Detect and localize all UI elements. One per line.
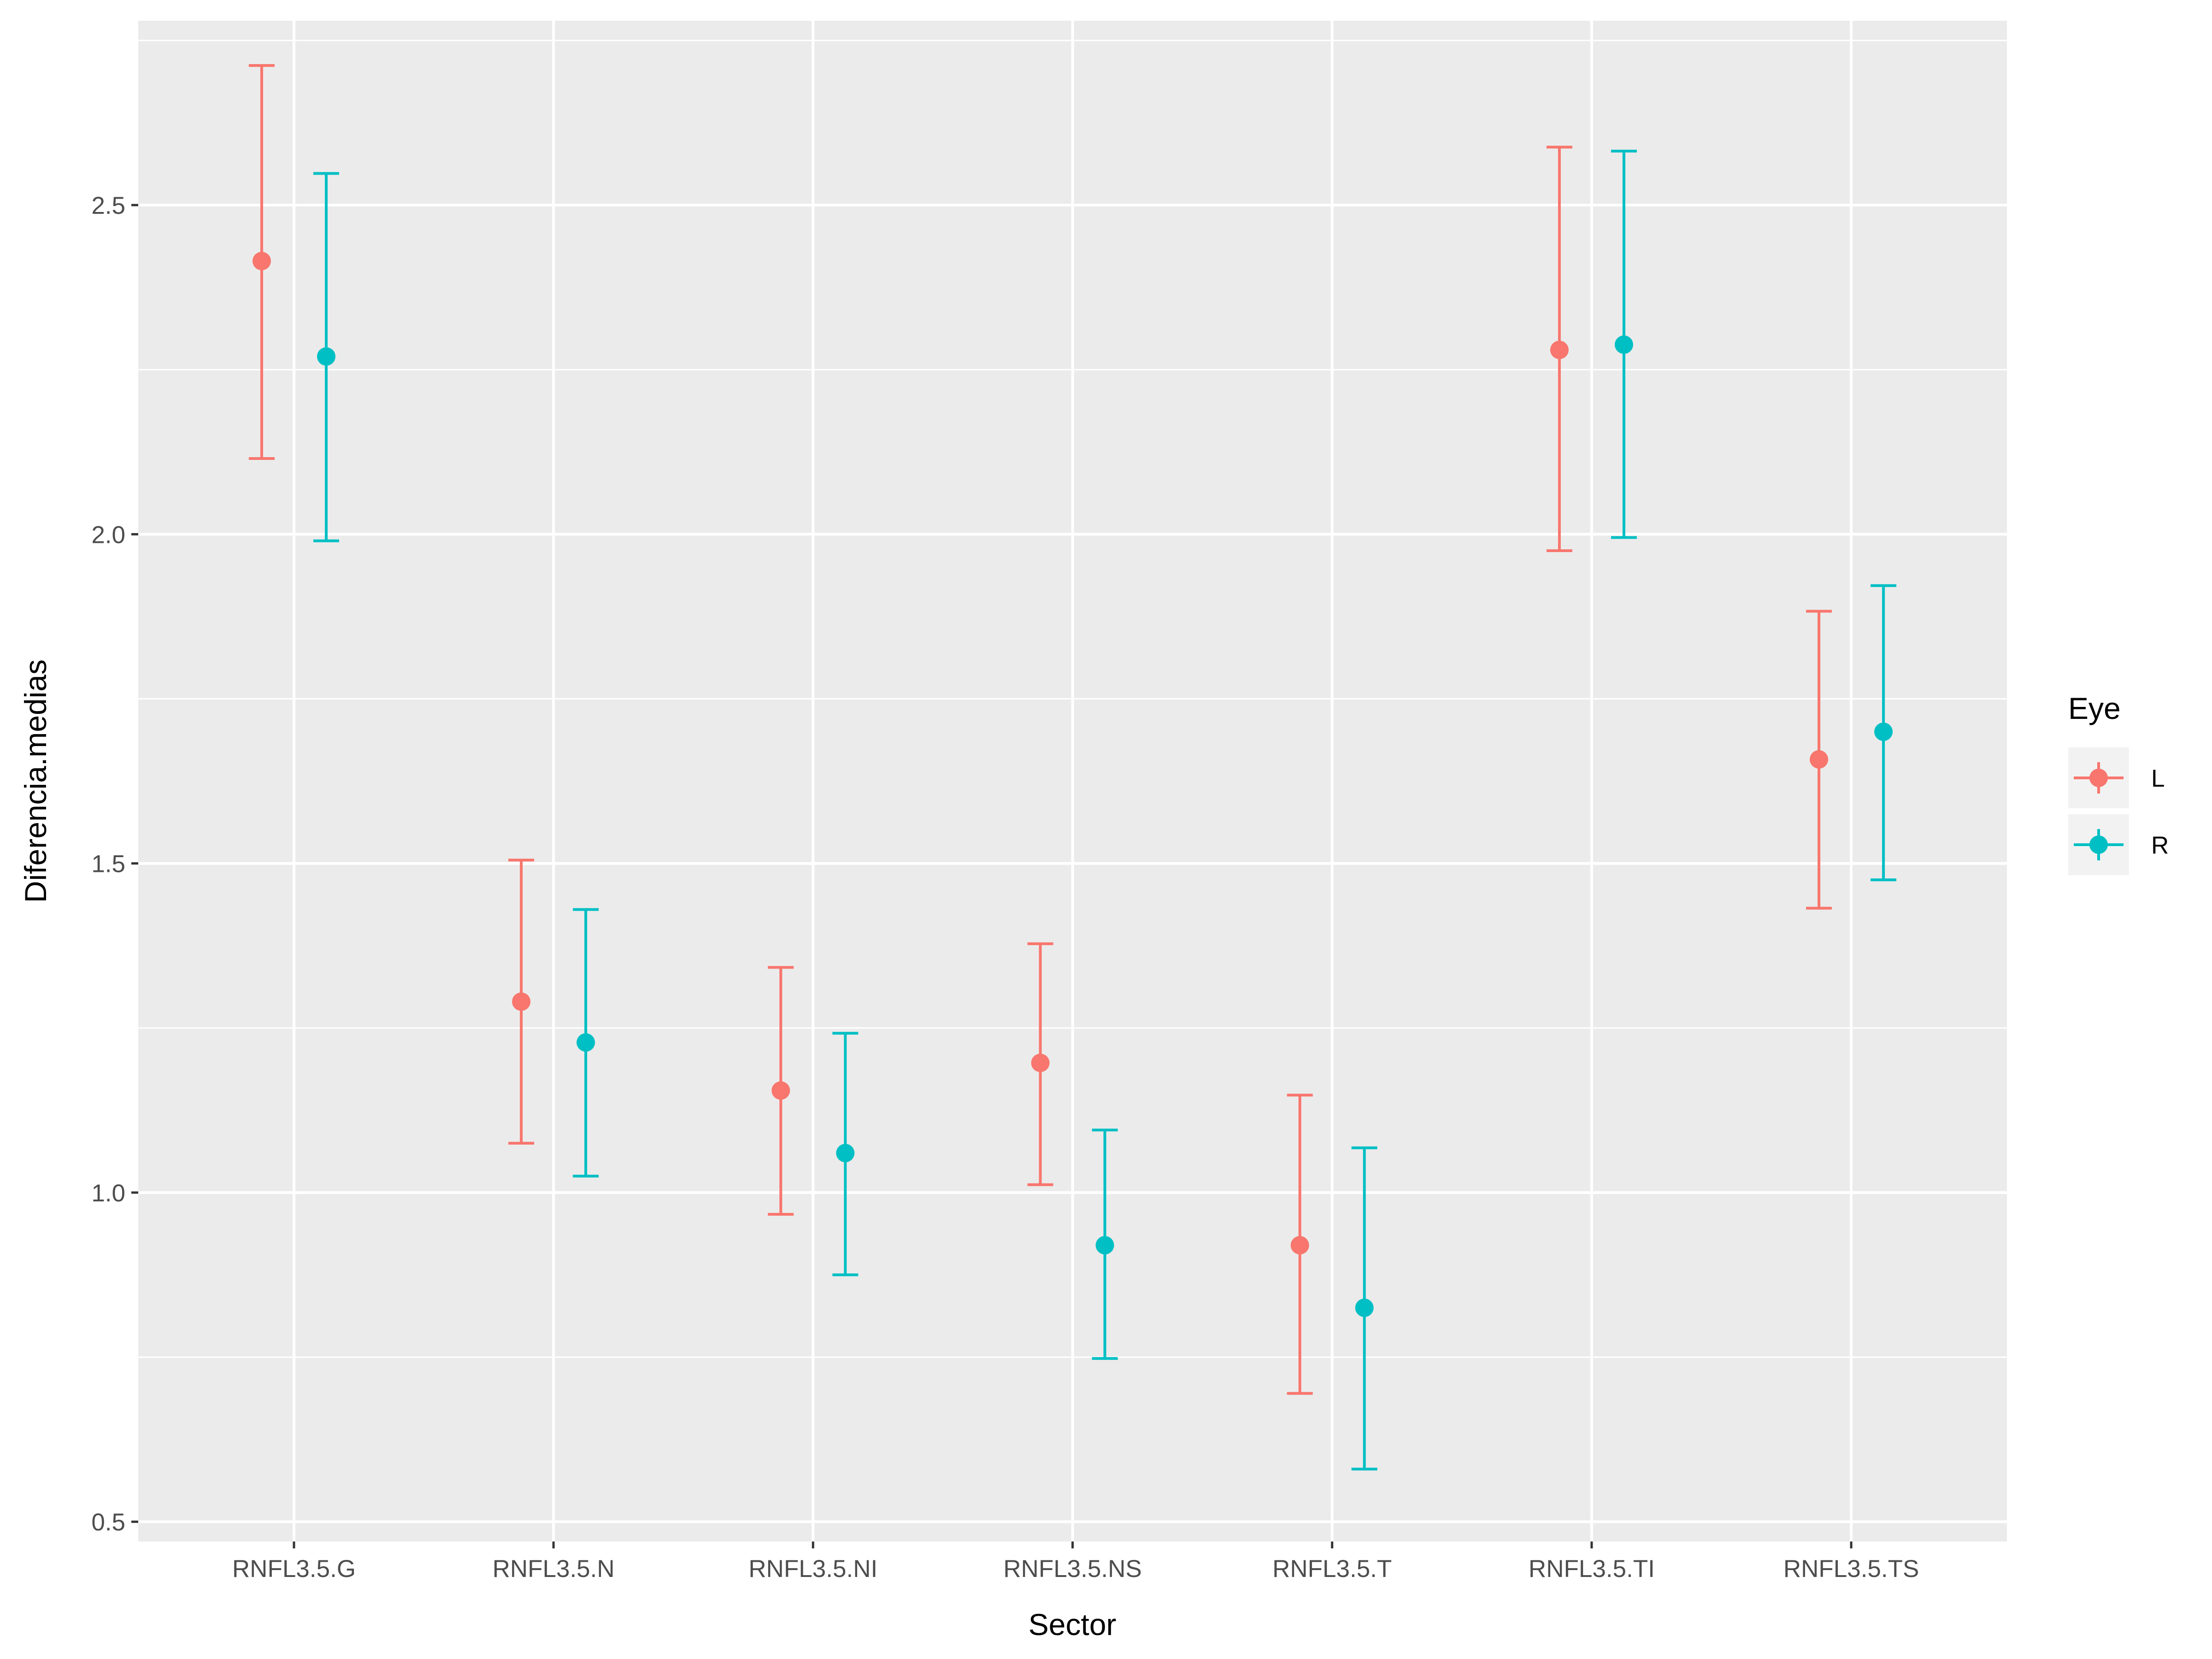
major-gridlines — [138, 21, 2007, 1541]
x-tick-label: RNFL3.5.G — [232, 1555, 356, 1583]
point-L-RNFL3.5.G — [252, 252, 271, 271]
point-L-RNFL3.5.TI — [1550, 341, 1569, 359]
x-axis: RNFL3.5.G RNFL3.5.N RNFL3.5.NI RNFL3.5.NS RN… — [232, 1541, 1919, 1583]
y-tick-label: 0.5 — [91, 1509, 125, 1536]
y-axis-title: Diferencia.medias — [18, 659, 53, 903]
y-tick-label: 1.5 — [91, 851, 125, 878]
legend-key-point — [2089, 769, 2108, 787]
point-L-RNFL3.5.TS — [1810, 750, 1829, 769]
point-L-RNFL3.5.T — [1290, 1236, 1309, 1255]
x-tick-label: RNFL3.5.NS — [1003, 1555, 1141, 1583]
y-axis: 0.5 1.0 1.5 2.0 2.5 — [91, 192, 138, 1536]
x-tick-label: RNFL3.5.T — [1272, 1555, 1392, 1583]
point-R-RNFL3.5.T — [1355, 1298, 1374, 1317]
point-R-RNFL3.5.TI — [1614, 335, 1633, 354]
legend-label-R: R — [2151, 832, 2169, 859]
x-tick-label: RNFL3.5.N — [493, 1555, 615, 1583]
point-L-RNFL3.5.NI — [771, 1081, 790, 1100]
y-tick-label: 2.0 — [91, 521, 125, 548]
point-R-RNFL3.5.NI — [836, 1144, 855, 1163]
y-tick-label: 2.5 — [91, 192, 125, 219]
point-R-RNFL3.5.TS — [1874, 722, 1893, 741]
x-tick-label: RNFL3.5.TS — [1783, 1555, 1919, 1583]
x-axis-title: Sector — [1029, 1607, 1117, 1641]
legend-label-L: L — [2151, 765, 2165, 792]
y-tick-label: 1.0 — [91, 1180, 125, 1207]
point-R-RNFL3.5.NS — [1095, 1236, 1114, 1255]
point-R-RNFL3.5.N — [577, 1033, 595, 1052]
legend: Eye L R — [2068, 691, 2169, 875]
data-points — [252, 252, 1893, 1317]
point-L-RNFL3.5.N — [512, 992, 531, 1011]
legend-key-point — [2089, 835, 2108, 854]
point-L-RNFL3.5.NS — [1031, 1053, 1050, 1072]
point-R-RNFL3.5.G — [317, 347, 335, 366]
x-tick-label: RNFL3.5.NI — [748, 1555, 877, 1583]
legend-title: Eye — [2068, 691, 2121, 725]
x-tick-label: RNFL3.5.TI — [1529, 1555, 1655, 1583]
